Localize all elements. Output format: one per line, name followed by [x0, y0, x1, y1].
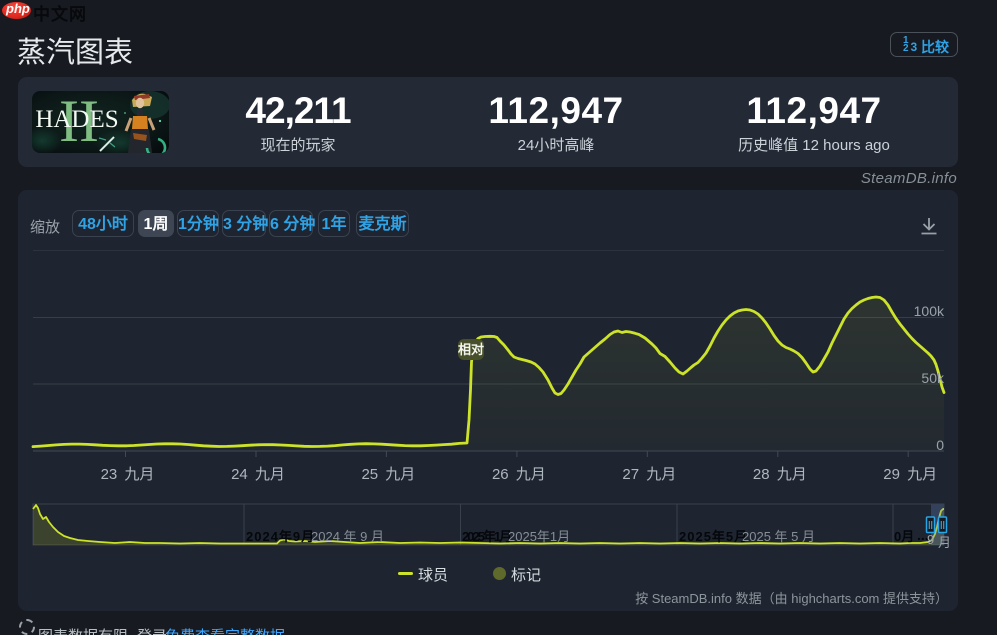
svg-text:HADES: HADES [35, 106, 118, 133]
svg-text:II: II [59, 91, 99, 153]
